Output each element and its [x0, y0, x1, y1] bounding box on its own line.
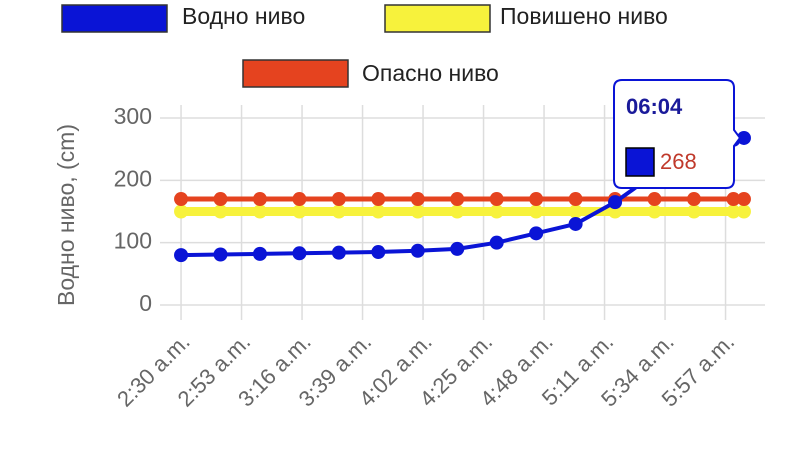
- point: [252, 246, 267, 261]
- point: [450, 241, 465, 256]
- point: [489, 192, 504, 207]
- legend-swatch: [61, 4, 168, 33]
- point: [174, 192, 189, 207]
- y-axis-title: Водно ниво, (cm): [53, 124, 79, 306]
- point: [213, 192, 228, 207]
- point: [736, 204, 751, 219]
- y-tick-label: 0: [139, 290, 152, 316]
- point: [174, 204, 189, 219]
- point: [252, 204, 267, 219]
- legend-label: Водно ниво: [182, 3, 305, 29]
- point: [174, 248, 189, 263]
- point: [686, 204, 701, 219]
- y-tick-label: 300: [114, 103, 152, 129]
- point: [292, 204, 307, 219]
- point: [529, 226, 544, 241]
- point: [292, 246, 307, 261]
- point: [568, 204, 583, 219]
- legend-swatch: [384, 4, 491, 33]
- point: [331, 245, 346, 260]
- y-tick-label: 100: [114, 228, 152, 254]
- point: [450, 204, 465, 219]
- point: [331, 192, 346, 207]
- point: [371, 192, 386, 207]
- point: [450, 192, 465, 207]
- point: [736, 192, 751, 207]
- legend-swatch: [242, 59, 349, 88]
- tooltip: 06:04 268: [613, 79, 742, 189]
- y-tick-label: 200: [114, 165, 152, 191]
- point: [726, 192, 741, 207]
- point: [331, 204, 346, 219]
- point: [371, 204, 386, 219]
- point: [489, 204, 504, 219]
- point: [568, 192, 583, 207]
- point: [213, 247, 228, 262]
- point: [410, 192, 425, 207]
- point: [529, 204, 544, 219]
- point: [686, 192, 701, 207]
- point: [410, 204, 425, 219]
- tooltip-value: 268: [660, 149, 697, 174]
- point: [410, 243, 425, 258]
- point: [292, 192, 307, 207]
- tooltip-swatch: [625, 147, 655, 177]
- point: [252, 192, 267, 207]
- point: [647, 204, 662, 219]
- point: [736, 130, 751, 145]
- point: [647, 192, 662, 207]
- point: [489, 235, 504, 250]
- point: [529, 192, 544, 207]
- point: [213, 204, 228, 219]
- point: [726, 204, 741, 219]
- point: [608, 195, 623, 210]
- tooltip-title: 06:04: [626, 94, 683, 119]
- point: [568, 216, 583, 231]
- point: [371, 245, 386, 260]
- legend-label: Опасно ниво: [362, 60, 499, 86]
- legend-label: Повишено ниво: [500, 3, 668, 29]
